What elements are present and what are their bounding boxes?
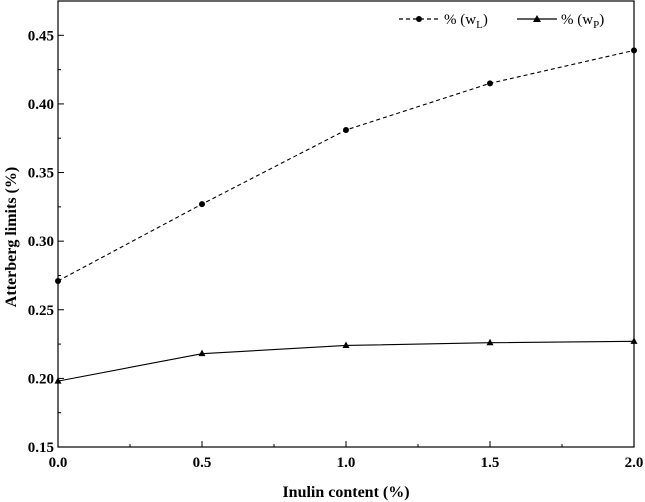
y-tick-label: 0.20 [28,371,54,387]
plot-frame [57,0,635,448]
legend-marker-triangle [533,15,541,22]
data-point-triangle [486,338,494,346]
y-tick-label: 0.15 [28,440,54,456]
data-point-triangle [198,349,206,357]
data-point-circle [631,47,637,54]
axes: 0.0 0.5 1.0 1.5 2.0 0.15 0.20 0.25 0.30 0.35 0.40 0… [28,0,644,471]
y-tick-label: 0.30 [28,234,54,250]
y-tick-label: 0.45 [28,28,54,44]
data-point-circle [199,201,205,208]
legend-marker-circle [416,16,422,22]
x-tick-label: 0.0 [49,455,68,471]
data-point-triangle [630,337,638,344]
y-tick-label: 0.40 [28,97,54,113]
series-line-0 [57,49,635,282]
x-tick-label: 2.0 [625,455,644,471]
x-axis-title: Inulin content (%) [282,484,409,501]
x-tick-label: 0.5 [193,455,212,471]
legend-label-liquid-limit: % (wL) [444,12,488,31]
data-point-circle [55,277,61,284]
x-tick-label: 1.0 [337,455,356,471]
data-point-circle [487,80,493,87]
y-axis-title: Atterberg limits (%) [3,167,20,307]
y-tick-label: 0.35 [28,166,54,182]
data-point-triangle [54,377,62,384]
data-point-circle [343,126,349,133]
data-point-triangle [342,341,350,348]
y-tick-label: 0.25 [28,303,54,319]
legend: % (wL) % (wP) [399,12,604,31]
series-layer [54,47,638,384]
legend-label-plastic-limit: % (wP) [561,12,604,31]
x-tick-label: 1.5 [481,455,500,471]
